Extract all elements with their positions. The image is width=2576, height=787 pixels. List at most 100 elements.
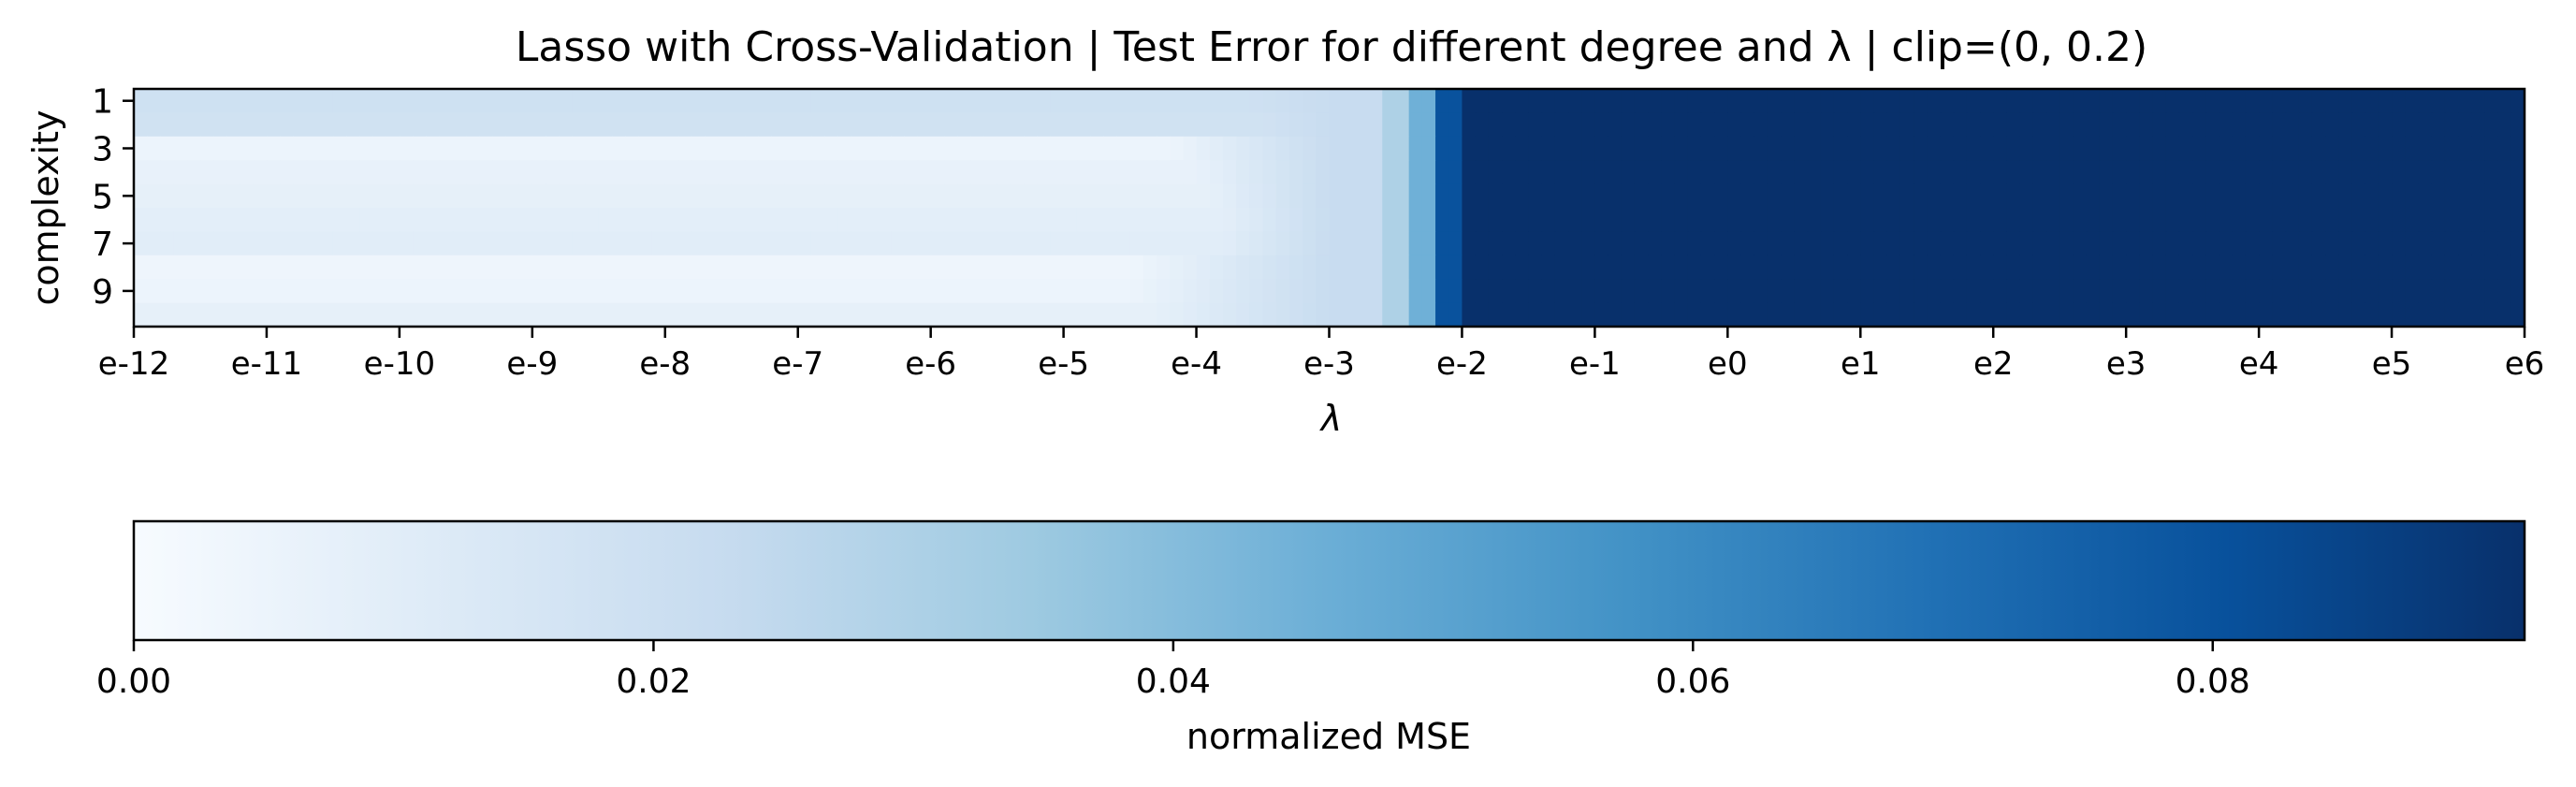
heatmap-cell [505, 255, 520, 280]
heatmap-cell [957, 89, 971, 113]
heatmap-cell [1515, 208, 1530, 232]
heatmap-cell [199, 255, 214, 280]
heatmap-cell [930, 302, 945, 328]
heatmap-cell [213, 255, 227, 280]
heatmap-cell [2192, 89, 2206, 113]
heatmap-cell [1767, 279, 1782, 304]
heatmap-cell [1037, 231, 1052, 256]
heatmap-cell [1103, 183, 1117, 209]
heatmap-cell [1608, 279, 1623, 304]
heatmap-cell [1196, 89, 1211, 113]
heatmap-cell [546, 89, 560, 113]
heatmap-cell [1103, 279, 1117, 304]
heatmap-cell [1899, 208, 1914, 232]
heatmap-cell [1275, 279, 1290, 304]
heatmap-cell [1594, 136, 1609, 161]
heatmap-cell [280, 136, 294, 161]
heatmap-cell [691, 136, 706, 161]
heatmap-cell [1448, 136, 1463, 161]
heatmap-cell [1914, 255, 1928, 280]
heatmap-cell [386, 208, 400, 232]
heatmap-cell [585, 183, 600, 209]
heatmap-cell [1408, 302, 1423, 328]
heatmap-cell [1541, 279, 1556, 304]
heatmap-cell [452, 255, 467, 280]
heatmap-cell [1621, 89, 1636, 113]
heatmap-cell [2178, 231, 2193, 256]
heatmap-cell [1142, 255, 1157, 280]
heatmap-cell [559, 302, 574, 328]
heatmap-cell [1156, 183, 1171, 209]
heatmap-cell [2139, 160, 2154, 185]
heatmap-cell [1541, 183, 1556, 209]
heatmap-cell [266, 89, 281, 113]
heatmap-cell [531, 302, 546, 328]
heatmap-cell [2378, 160, 2393, 185]
heatmap-cell [1993, 160, 2008, 185]
heatmap-cell [359, 112, 374, 138]
heatmap-cell [1966, 112, 1981, 138]
heatmap-cell [625, 112, 639, 138]
heatmap-cell [1196, 231, 1211, 256]
heatmap-cell [691, 112, 706, 138]
heatmap-cell [359, 89, 374, 113]
heatmap-cell [240, 302, 255, 328]
heatmap-cell [2178, 183, 2193, 209]
heatmap-cell [2232, 302, 2247, 328]
heatmap-cell [199, 279, 214, 304]
heatmap-cell [213, 112, 227, 138]
heatmap-cell [1142, 183, 1157, 209]
heatmap-cell [970, 302, 985, 328]
heatmap-cell [1674, 279, 1689, 304]
heatmap-cell [559, 208, 574, 232]
heatmap-cell [1222, 89, 1237, 113]
heatmap-cell [1781, 302, 1795, 328]
heatmap-cell [638, 136, 653, 161]
heatmap-cell [465, 160, 480, 185]
heatmap-cell [2112, 279, 2127, 304]
heatmap-cell [173, 231, 188, 256]
heatmap-cell [2272, 112, 2287, 138]
heatmap-cell [332, 136, 347, 161]
heatmap-cell [1037, 183, 1052, 209]
heatmap-cell [2497, 255, 2512, 280]
heatmap-cell [2471, 255, 2486, 280]
heatmap-cell [877, 302, 892, 328]
heatmap-cell [1873, 255, 1888, 280]
heatmap-cell [2484, 89, 2499, 113]
heatmap-cell [2418, 89, 2433, 113]
heatmap-cell [1408, 160, 1423, 185]
heatmap-cell [1222, 255, 1237, 280]
heatmap-cell [1847, 255, 1861, 280]
heatmap-cell [1369, 89, 1383, 113]
heatmap-cell [2365, 183, 2380, 209]
heatmap-cell [837, 208, 852, 232]
heatmap-cell [2471, 160, 2486, 185]
heatmap-cell [2112, 160, 2127, 185]
heatmap-cell [2086, 136, 2101, 161]
heatmap-cell [213, 208, 227, 232]
heatmap-cell [1303, 160, 1317, 185]
heatmap-cell [2219, 255, 2234, 280]
heatmap-cell [253, 302, 268, 328]
heatmap-cell [2139, 302, 2154, 328]
heatmap-cell [1275, 183, 1290, 209]
heatmap-cell [2152, 89, 2167, 113]
heatmap-cell [2032, 89, 2047, 113]
heatmap-cell [904, 136, 919, 161]
x-tick-label: e-1 [1569, 345, 1621, 383]
heatmap-cell [758, 183, 772, 209]
heatmap-cell [877, 231, 892, 256]
heatmap-cell [479, 160, 493, 185]
heatmap-cell [1475, 160, 1490, 185]
heatmap-cell [1355, 208, 1370, 232]
heatmap-cell [2351, 208, 2366, 232]
heatmap-cell [1170, 231, 1184, 256]
heatmap-cell [1142, 302, 1157, 328]
heatmap-cell [1024, 208, 1038, 232]
heatmap-cell [1621, 208, 1636, 232]
heatmap-cell [505, 183, 520, 209]
x-tick-label: e-3 [1303, 345, 1355, 383]
heatmap-cell [559, 183, 574, 209]
heatmap-cell [505, 89, 520, 113]
